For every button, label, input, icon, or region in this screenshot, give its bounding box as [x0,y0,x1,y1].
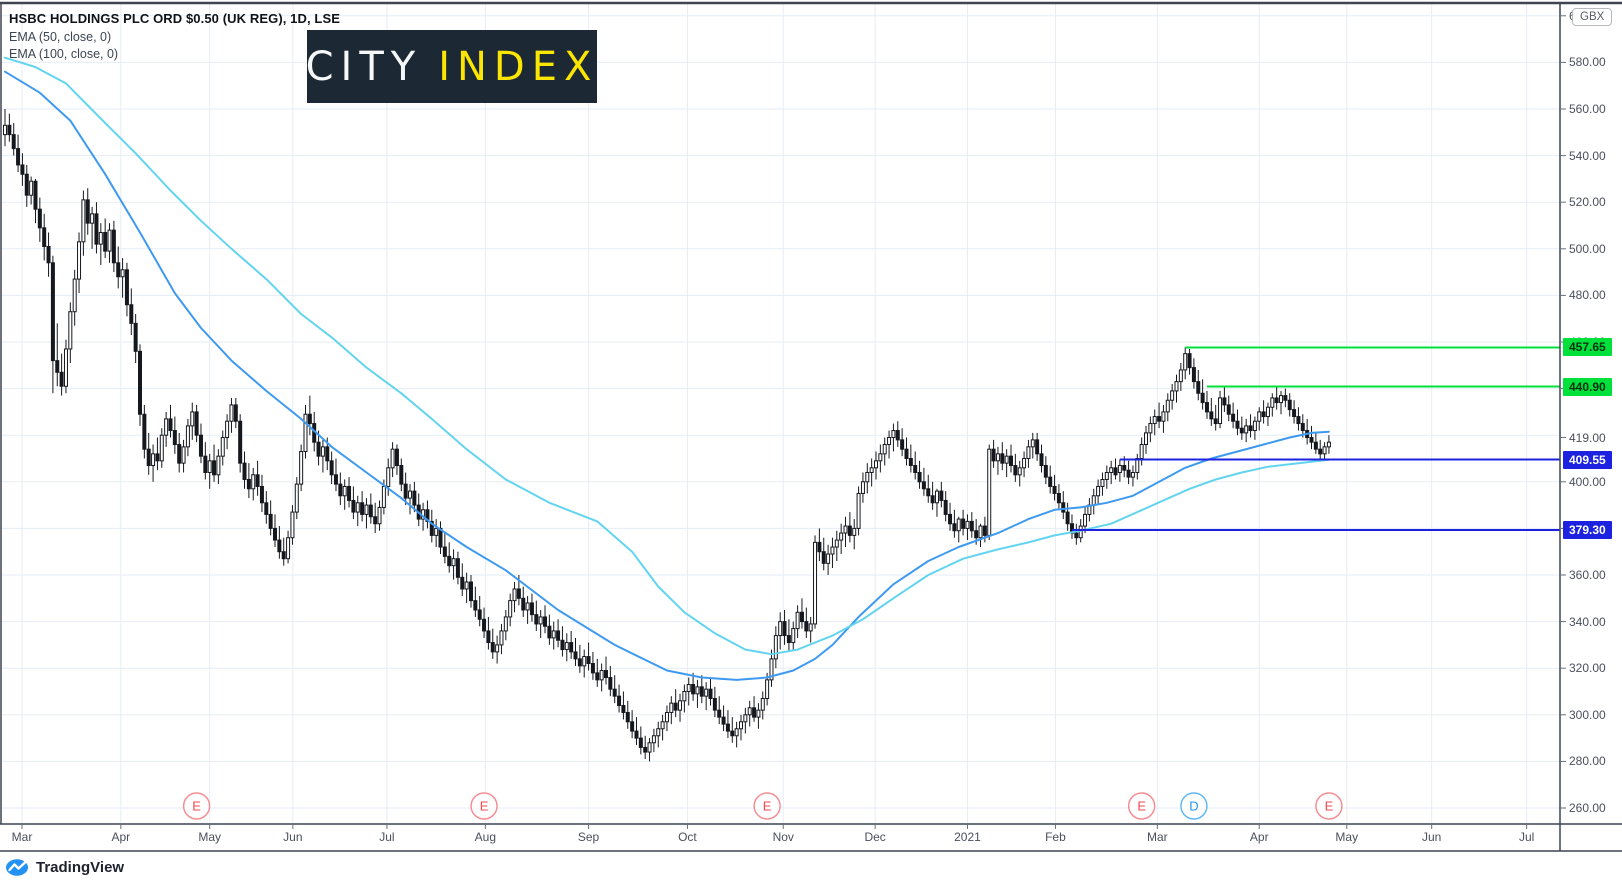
ema-line-100[interactable] [4,56,1330,656]
tradingview-icon [6,859,28,876]
tradingview-logo[interactable]: TradingView [6,859,124,876]
level-price-label[interactable]: 379.30 [1563,521,1612,540]
tradingview-label: TradingView [36,859,125,876]
price-tick-label: 300.00 [1569,707,1606,722]
time-tick-label: Jul [1518,830,1535,844]
indicator-label-ema50[interactable]: EMA (50, close, 0) [9,29,112,44]
city-index-logo-word1: CITY [305,43,423,90]
time-tick-label: Jun [283,830,303,844]
level-price-label[interactable]: 440.90 [1563,377,1612,396]
time-tick-label: 2021 [954,830,981,844]
earnings-marker[interactable]: E [1127,792,1156,820]
price-tick-label: 520.00 [1569,195,1606,210]
time-tick-label: Mar [1146,830,1168,844]
price-tick-label: 400.00 [1569,474,1606,489]
price-tick-label: 500.00 [1569,241,1606,256]
grid-lines [1,3,1560,824]
price-tick-label: 480.00 [1569,288,1606,303]
price-tick-label: 280.00 [1569,754,1606,769]
ema-line-50[interactable] [4,70,1330,681]
last-price-label: 419.00 [1569,430,1606,445]
time-tick-label: Aug [474,830,497,844]
time-tick-label: Jun [1422,830,1442,844]
time-tick-label: Apr [1249,830,1269,844]
price-tick-label: 340.00 [1569,614,1606,629]
candlestick-series [3,109,1331,762]
earnings-marker[interactable]: E [1315,792,1343,820]
earnings-marker[interactable]: E [753,792,781,820]
city-index-logo-word2: INDEX [438,43,599,90]
price-tick-label: 320.00 [1569,661,1606,676]
svg-text:D: D [1189,799,1198,814]
price-tick-label: 560.00 [1569,102,1606,116]
earnings-marker[interactable]: E [182,792,211,820]
time-tick-label: Mar [11,830,33,844]
dividend-marker[interactable]: D [1180,792,1208,820]
svg-text:E: E [192,799,201,814]
price-tick-label: 260.00 [1569,801,1606,815]
price-tick-label: 360.00 [1569,568,1606,582]
svg-text:E: E [1137,799,1146,814]
time-tick-label: Feb [1045,830,1066,844]
time-tick-label: Apr [111,830,131,844]
city-index-logo: CITY INDEX [305,30,599,103]
time-tick-label: May [1335,830,1359,844]
level-price-label[interactable]: 457.65 [1563,338,1612,357]
price-tick-label: 580.00 [1569,55,1606,70]
time-tick-label: Oct [678,830,697,844]
time-tick-label: Jul [379,830,395,844]
currency-badge[interactable]: GBX [1572,8,1613,26]
svg-text:E: E [1325,799,1334,814]
earnings-marker[interactable]: E [470,792,498,820]
time-tick-label: Dec [864,830,886,844]
axis-borders [0,1,1622,852]
svg-text:E: E [480,799,489,814]
symbol-title[interactable]: HSBC HOLDINGS PLC ORD $0.50 (UK REG), 1D… [9,11,340,26]
tick-marks [21,15,1566,829]
level-price-label[interactable]: 409.55 [1563,450,1612,469]
time-tick-label: May [198,830,222,844]
price-tick-label: 540.00 [1569,148,1606,163]
time-tick-label: Nov [772,830,794,844]
svg-text:E: E [763,799,772,814]
chart-legend: HSBC HOLDINGS PLC ORD $0.50 (UK REG), 1D… [9,11,340,63]
time-tick-label: Sep [577,830,600,844]
indicator-label-ema100[interactable]: EMA (100, close, 0) [9,47,119,61]
